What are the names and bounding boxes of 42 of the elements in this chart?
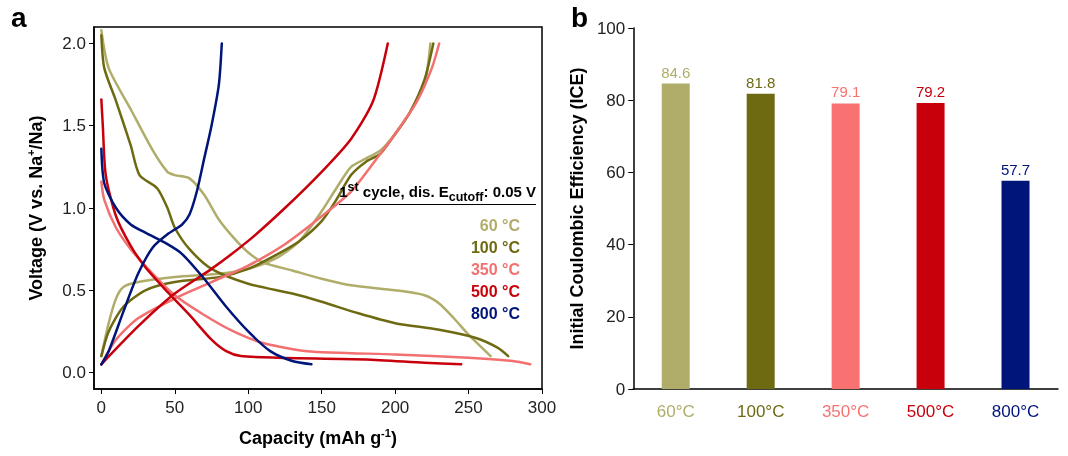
bar [916, 103, 945, 389]
x-tick-label: 150 [307, 398, 336, 417]
y-tick-label: 0.0 [62, 363, 86, 383]
y-axis-title: Initial Coulombic Efficiency (ICE) [567, 67, 587, 350]
bar [1001, 180, 1030, 389]
y-tick-label: 20 [606, 307, 626, 327]
bar [831, 103, 860, 389]
data-label: 81.8 [746, 73, 776, 91]
y-axis-title: Voltage (V vs. Na+/Na) [24, 115, 46, 301]
bar [661, 83, 690, 389]
chart-title: a [11, 1, 27, 33]
x-tick-label: 250 [454, 398, 483, 417]
text: 500 °C [470, 282, 521, 300]
x-tick-label: 350°C [821, 402, 870, 421]
x-tick-label: 500°C [906, 402, 955, 421]
x-tick-label: 50 [165, 398, 185, 417]
text: 350 °C [470, 260, 521, 278]
data-label: 57.7 [1000, 160, 1031, 178]
data-label: 79.2 [915, 83, 946, 101]
chart-title: b [571, 1, 589, 33]
y-tick-label: 80 [606, 90, 626, 110]
y-tick-label: 1.0 [62, 198, 86, 218]
y-tick-label: 1.5 [62, 116, 86, 136]
x-tick-label: 0 [96, 398, 107, 417]
y-tick-label: 100 [596, 18, 626, 38]
data-label: 79.1 [831, 83, 861, 101]
text: 100 °C [470, 238, 521, 256]
y-tick-label: 60 [606, 162, 626, 182]
x-tick-label: 800°C [991, 402, 1040, 421]
y-tick-label: 0 [615, 379, 626, 399]
x-tick-label: 200 [380, 398, 410, 417]
x-tick-label: 300 [527, 398, 557, 417]
x-tick-label: 60°C [656, 402, 695, 421]
text: 800 °C [470, 304, 521, 322]
x-tick-label: 100°C [736, 402, 785, 421]
x-tick-label: 100 [234, 398, 263, 417]
y-tick-label: 0.5 [62, 280, 86, 300]
data-label: 84.6 [661, 63, 691, 81]
y-tick-label: 2.0 [62, 33, 86, 53]
text: 60 °C [479, 216, 521, 234]
bar [746, 93, 775, 389]
y-tick-label: 40 [606, 235, 626, 255]
